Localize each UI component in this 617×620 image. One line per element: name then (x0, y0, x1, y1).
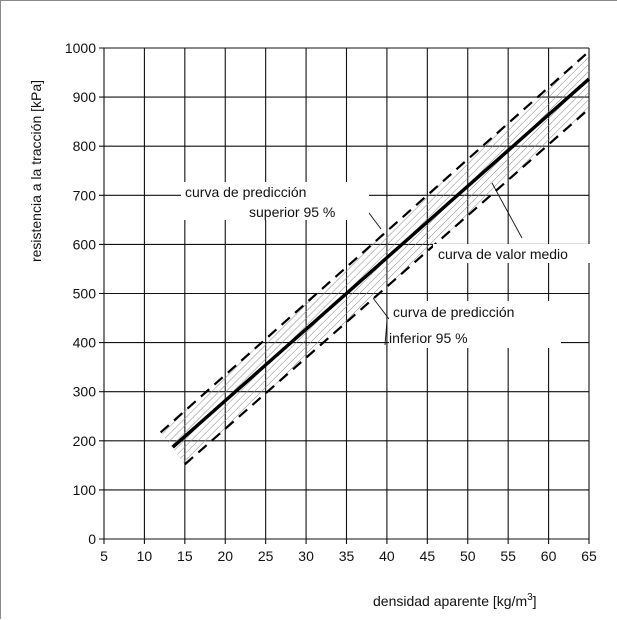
x-tick-label-35: 35 (339, 548, 355, 564)
annotation-leader-mean (491, 182, 523, 239)
x-tick-label-25: 25 (258, 548, 274, 564)
y-tick-label-900: 900 (73, 89, 97, 105)
mean-curve-line (171, 77, 591, 449)
y-tick-label-500: 500 (73, 286, 97, 302)
x-axis-title: densidad aparente [kg/m3] (373, 592, 537, 609)
y-tick-label-100: 100 (73, 482, 97, 498)
y-tick-label-700: 700 (73, 187, 97, 203)
x-tick-labels: 5 10 15 20 25 30 35 40 45 50 55 60 65 (100, 548, 597, 564)
y-tick-label-200: 200 (73, 433, 97, 449)
x-tick-label-55: 55 (500, 548, 516, 564)
annotation-inferior-line2: inferior 95 % (389, 330, 468, 346)
x-tick-label-40: 40 (379, 548, 395, 564)
x-tick-label-65: 65 (581, 548, 597, 564)
annotation-bg-mean (433, 244, 605, 263)
x-tick-label-30: 30 (298, 548, 314, 564)
x-axis-title-end: ] (533, 593, 537, 609)
x-tick-label-15: 15 (177, 548, 193, 564)
annotation-mean-label: curva de valor medio (438, 246, 568, 262)
x-tick-label-50: 50 (460, 548, 476, 564)
annotation-superior-line1: curva de predicción (185, 184, 306, 200)
annotation-bg-superior (181, 182, 369, 220)
x-tick-label-10: 10 (137, 548, 153, 564)
x-tick-label-20: 20 (217, 548, 233, 564)
annotation-inferior-line1: curva de predicción (393, 304, 514, 320)
annotation-leader-inferior-2 (384, 320, 388, 346)
x-tick-label-5: 5 (100, 548, 108, 564)
series-lines (159, 50, 591, 466)
annotation-leader-inferior (372, 297, 390, 320)
x-tick-label-60: 60 (541, 548, 557, 564)
x-axis-title-superscript: 3 (527, 592, 533, 603)
y-tick-label-600: 600 (73, 236, 97, 252)
y-tick-label-800: 800 (73, 138, 97, 154)
x-tick-label-45: 45 (420, 548, 436, 564)
y-axis-title: resistencia a la tracción [kPa] (28, 80, 44, 262)
annotation-superior-line2: superior 95 % (249, 204, 335, 220)
y-tick-labels: 0 100 200 300 400 500 600 700 800 900 1000 (65, 40, 96, 547)
y-tick-label-1000: 1000 (65, 40, 96, 56)
annotation-bg-inferior (389, 301, 561, 348)
upper-prediction-curve-line (159, 50, 590, 434)
y-tick-label-300: 300 (73, 384, 97, 400)
y-tick-label-0: 0 (88, 531, 96, 547)
y-tick-label-400: 400 (73, 335, 97, 351)
x-axis-title-main: densidad aparente [kg/m (373, 593, 527, 609)
